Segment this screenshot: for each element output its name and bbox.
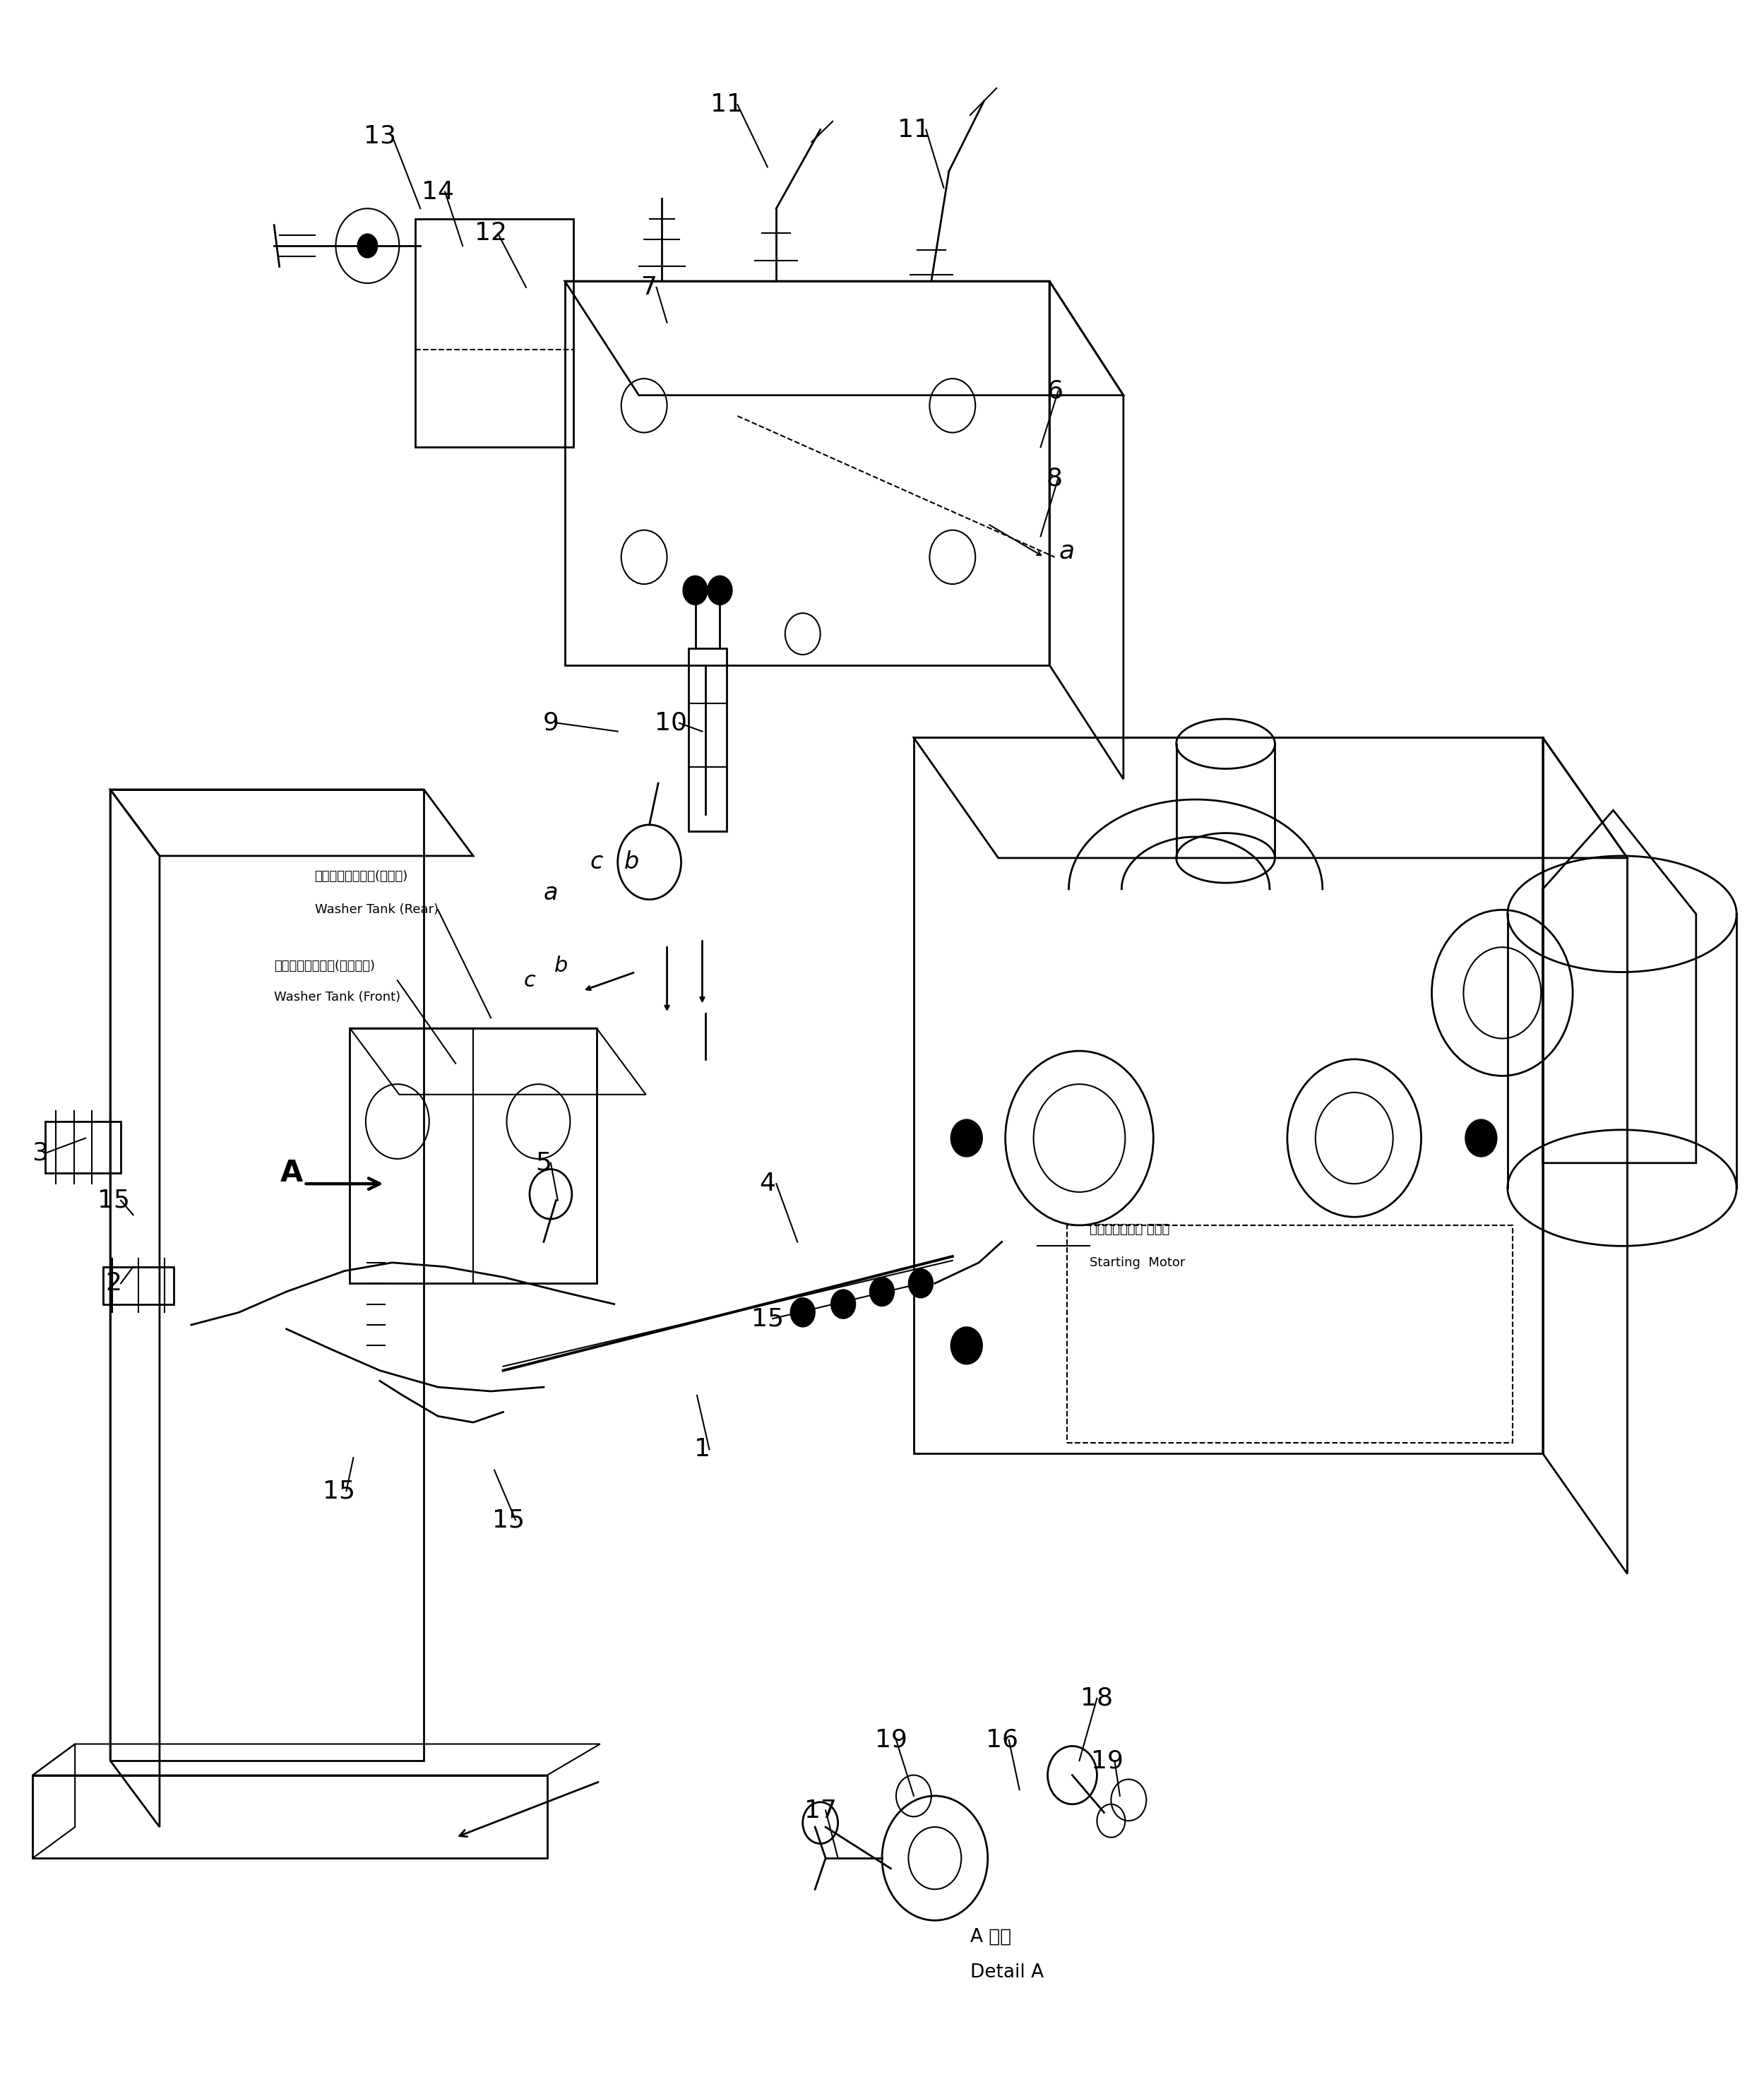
Bar — [102, 1267, 173, 1304]
Text: Starting  Motor: Starting Motor — [1090, 1257, 1185, 1269]
Bar — [688, 648, 727, 831]
Text: Washer Tank (Rear): Washer Tank (Rear) — [314, 903, 437, 916]
Bar — [1067, 1225, 1514, 1444]
Text: A: A — [280, 1159, 303, 1188]
Text: 15: 15 — [751, 1306, 783, 1331]
Text: 4: 4 — [759, 1171, 776, 1196]
Circle shape — [951, 1120, 983, 1157]
Circle shape — [1466, 1120, 1498, 1157]
Text: c: c — [524, 970, 536, 991]
Text: 3: 3 — [32, 1140, 48, 1165]
Circle shape — [790, 1298, 815, 1327]
Circle shape — [707, 575, 732, 604]
Text: 16: 16 — [986, 1728, 1018, 1751]
Text: Detail A: Detail A — [970, 1963, 1044, 1981]
Circle shape — [908, 1269, 933, 1298]
Text: 5: 5 — [536, 1151, 552, 1176]
Circle shape — [831, 1290, 856, 1319]
Text: 17: 17 — [804, 1799, 836, 1822]
Text: 11: 11 — [711, 93, 743, 116]
Text: スターティング モータ: スターティング モータ — [1090, 1223, 1170, 1236]
Text: Washer Tank (Front): Washer Tank (Front) — [273, 991, 400, 1003]
Text: 9: 9 — [543, 710, 559, 735]
Text: 19: 19 — [875, 1728, 907, 1751]
Text: A 詳細: A 詳細 — [970, 1927, 1011, 1946]
Text: 10: 10 — [654, 710, 686, 735]
Bar — [46, 1122, 120, 1174]
Circle shape — [951, 1327, 983, 1365]
Text: 8: 8 — [1046, 465, 1064, 490]
Text: 15: 15 — [97, 1188, 131, 1213]
Text: ウォッシャタンク(フロント): ウォッシャタンク(フロント) — [273, 960, 376, 972]
Bar — [349, 1028, 596, 1284]
Text: c: c — [591, 849, 603, 874]
Circle shape — [356, 233, 377, 258]
Text: 18: 18 — [1081, 1687, 1113, 1709]
Text: a: a — [1058, 538, 1074, 563]
Text: 7: 7 — [642, 276, 658, 299]
Text: ウォッシャタンク(リヤー): ウォッシャタンク(リヤー) — [314, 870, 407, 883]
Circle shape — [683, 575, 707, 604]
Text: 15: 15 — [323, 1479, 356, 1504]
Text: 14: 14 — [422, 181, 453, 204]
Text: 1: 1 — [695, 1437, 711, 1462]
Text: 6: 6 — [1046, 380, 1062, 403]
Text: 12: 12 — [475, 222, 506, 245]
Text: 19: 19 — [1092, 1749, 1124, 1772]
Text: 11: 11 — [898, 118, 930, 141]
Text: b: b — [624, 849, 639, 874]
Text: a: a — [543, 881, 557, 906]
Text: 15: 15 — [492, 1508, 524, 1533]
Text: 13: 13 — [363, 125, 397, 147]
Text: 2: 2 — [106, 1271, 122, 1296]
Circle shape — [870, 1277, 894, 1306]
Text: b: b — [554, 955, 568, 976]
